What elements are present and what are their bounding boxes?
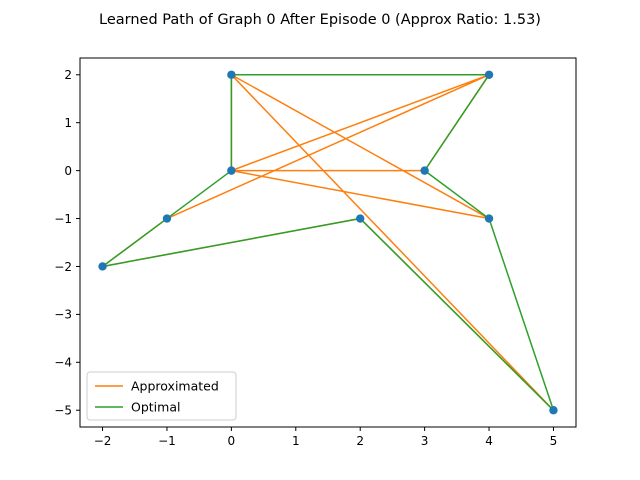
node-marker bbox=[484, 70, 494, 79]
x-tick-label: 5 bbox=[550, 434, 558, 448]
y-tick-label: −1 bbox=[54, 212, 72, 226]
legend: Approximated Optimal bbox=[86, 371, 237, 421]
y-tick-label: −3 bbox=[54, 308, 72, 322]
x-tick-label: −1 bbox=[158, 434, 176, 448]
node-marker bbox=[420, 166, 429, 175]
x-tick-label: −2 bbox=[94, 434, 112, 448]
x-tick-label: 3 bbox=[421, 434, 429, 448]
plot-frame bbox=[79, 57, 577, 428]
y-tick-label: −2 bbox=[54, 260, 72, 274]
legend-label-approximated: Approximated bbox=[131, 379, 219, 394]
y-tick-label: 2 bbox=[64, 68, 72, 82]
legend-box bbox=[86, 371, 237, 421]
y-tick-label: 1 bbox=[64, 116, 72, 130]
node-marker bbox=[227, 70, 236, 79]
y-tick-label: −4 bbox=[54, 356, 72, 370]
x-tick-label: 2 bbox=[356, 434, 364, 448]
y-tick-label: −5 bbox=[54, 404, 72, 418]
x-axis-ticks: −2 −1 0 1 2 3 4 5 bbox=[94, 427, 558, 448]
x-tick-label: 0 bbox=[228, 434, 236, 448]
legend-label-optimal: Optimal bbox=[131, 400, 180, 415]
node-marker bbox=[484, 214, 494, 223]
x-tick-label: 4 bbox=[485, 434, 493, 448]
marker-layer bbox=[98, 70, 558, 415]
node-marker bbox=[227, 166, 236, 175]
node-marker bbox=[98, 262, 107, 271]
node-marker bbox=[162, 214, 172, 223]
node-marker bbox=[356, 214, 365, 223]
series-line-optimal bbox=[101, 74, 555, 411]
node-marker bbox=[549, 406, 558, 415]
chart-title: Learned Path of Graph 0 After Episode 0 … bbox=[99, 12, 541, 28]
y-tick-label: 0 bbox=[64, 164, 72, 178]
x-tick-label: 1 bbox=[292, 434, 300, 448]
y-axis-ticks: 2 1 0 −1 −2 −3 −4 −5 bbox=[54, 68, 80, 418]
